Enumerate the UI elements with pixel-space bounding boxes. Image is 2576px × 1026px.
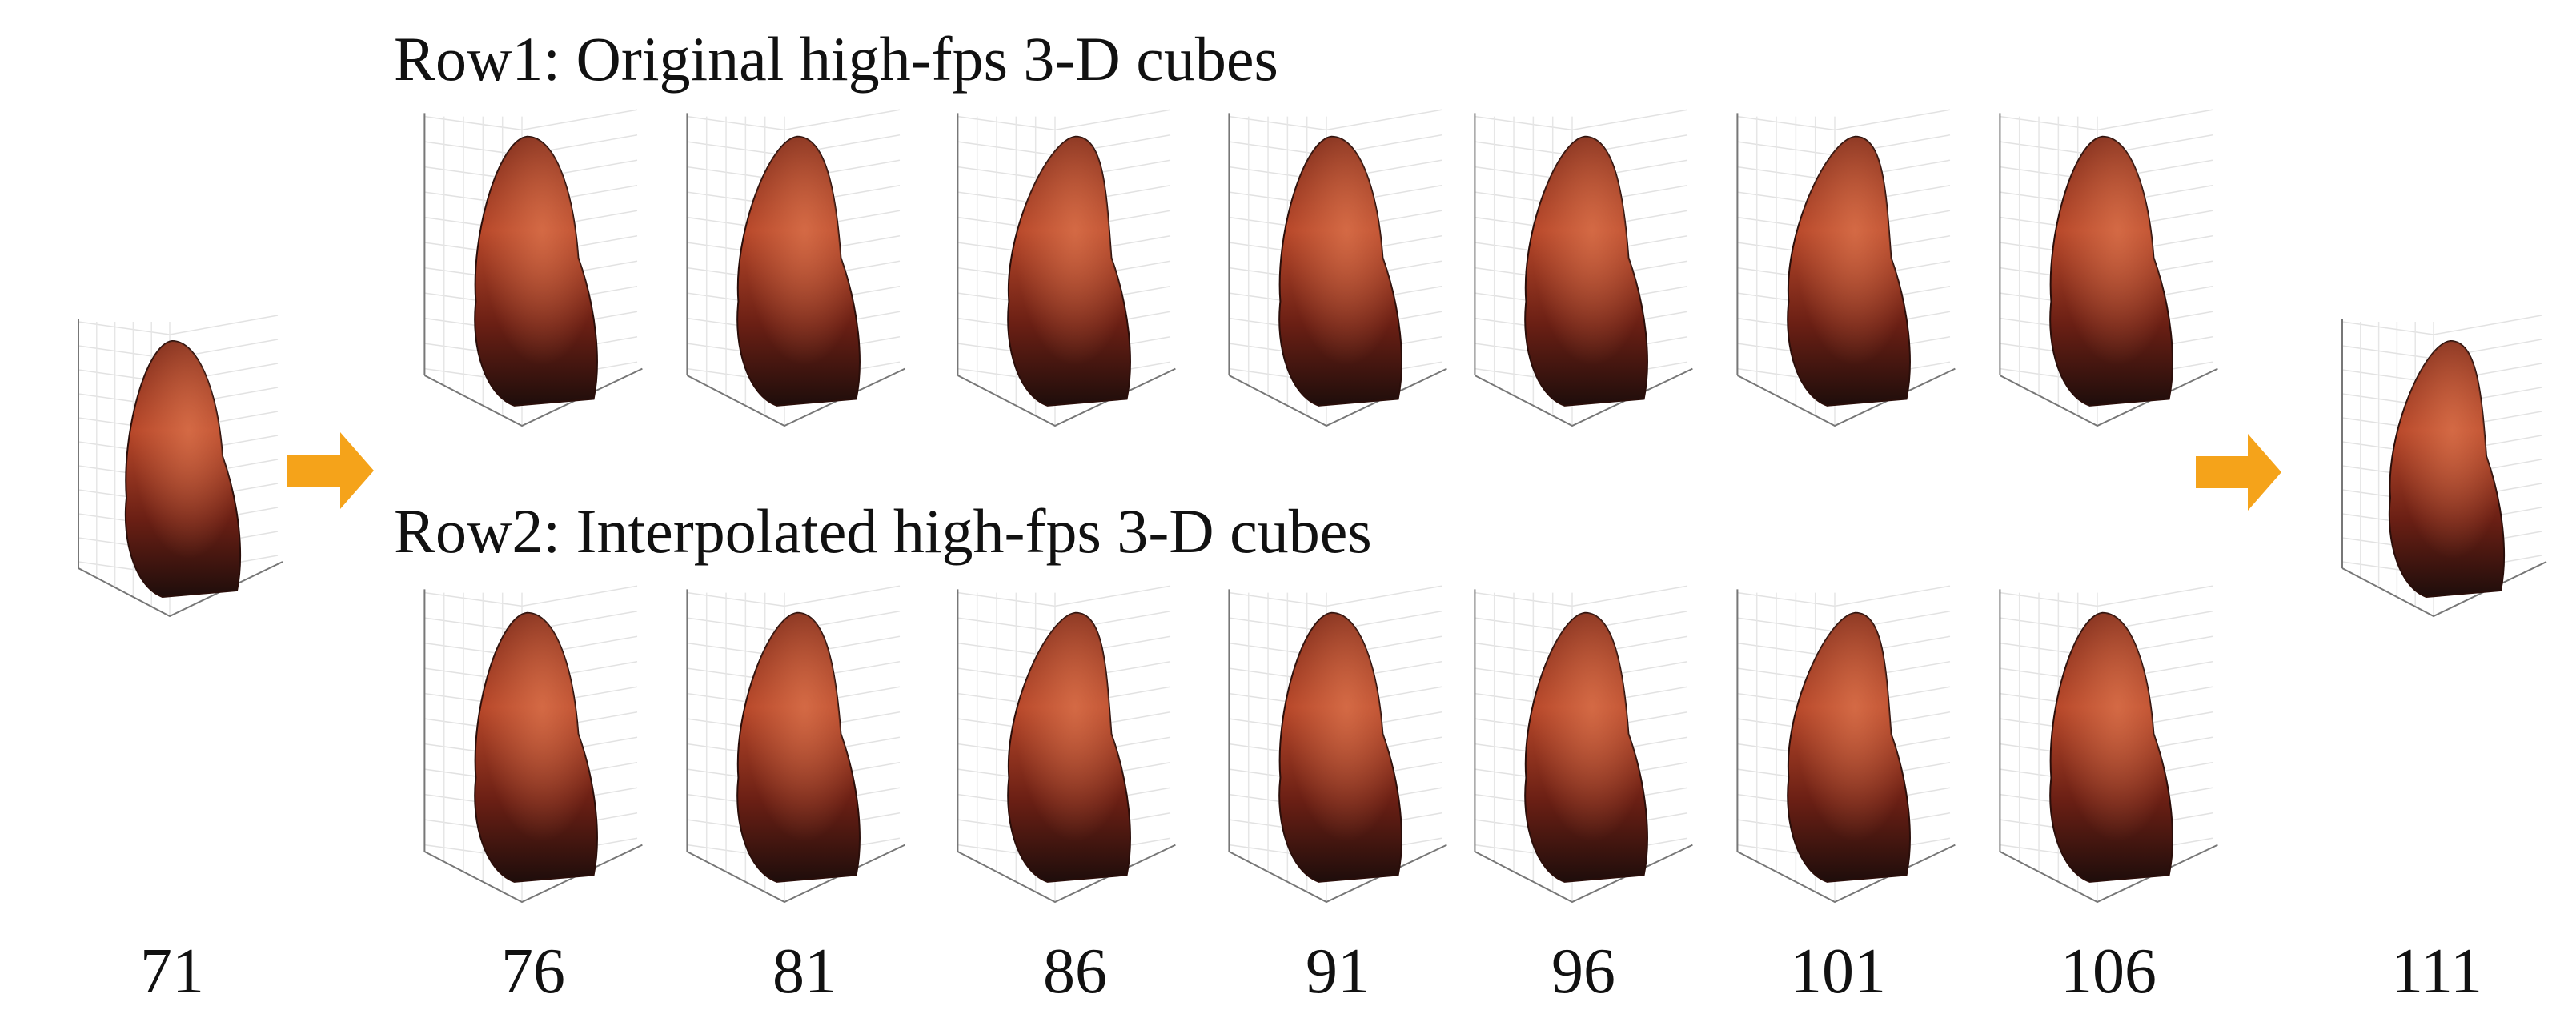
- grid-line: [1475, 109, 1688, 131]
- grid-line: [957, 585, 1171, 607]
- axis-line: [1228, 844, 1447, 904]
- arrow: [2196, 434, 2281, 511]
- axis-line: [686, 367, 905, 427]
- axis-line: [1999, 844, 2218, 904]
- axis-line: [2341, 561, 2547, 618]
- cube-plot: [1736, 585, 1956, 904]
- grid-line: [1737, 585, 1951, 607]
- tongue-highlight: [475, 136, 597, 406]
- frame-label: 81: [772, 936, 837, 1007]
- cube-plot: [2341, 315, 2547, 618]
- cube-plot: [1999, 109, 2218, 427]
- grid-line: [1475, 585, 1688, 607]
- axis-line: [78, 561, 283, 618]
- grid-line: [1229, 109, 1442, 131]
- grid-line: [424, 109, 638, 131]
- grid-line: [78, 315, 279, 335]
- tongue-highlight: [737, 612, 860, 882]
- grid-line: [2000, 109, 2213, 131]
- row2-title: Row2: Interpolated high-fps 3-D cubes: [394, 496, 1372, 566]
- tongue-highlight: [737, 136, 860, 406]
- axis-line: [1999, 367, 2218, 427]
- tongue-highlight: [1279, 136, 1402, 406]
- frame-label: 86: [1043, 936, 1107, 1007]
- grid-line: [2341, 315, 2542, 335]
- frame-label: 101: [1790, 936, 1886, 1007]
- tongue-highlight: [475, 612, 597, 882]
- axis-line: [1736, 844, 1956, 904]
- axis-line: [423, 367, 643, 427]
- tongue-highlight: [1788, 136, 1910, 406]
- frame-label: 111: [2391, 936, 2482, 1007]
- grid-line: [2000, 585, 2213, 607]
- frame-label: 76: [501, 936, 565, 1007]
- grid-line: [687, 109, 901, 131]
- grid-line: [1229, 585, 1442, 607]
- cube-plot: [1228, 585, 1447, 904]
- tongue-highlight: [1525, 612, 1647, 882]
- tongue-highlight: [1008, 136, 1130, 406]
- cube-plot: [1474, 585, 1693, 904]
- grid-line: [687, 585, 901, 607]
- cube-plot: [957, 585, 1176, 904]
- cube-plot: [78, 315, 283, 618]
- grid-line: [957, 109, 1171, 131]
- axis-line: [1474, 367, 1693, 427]
- cube-plot: [1999, 585, 2218, 904]
- axis-line: [957, 844, 1176, 904]
- cube-plot: [686, 585, 905, 904]
- tongue-highlight: [1525, 136, 1647, 406]
- cube-plot: [423, 585, 643, 904]
- row1-title: Row1: Original high-fps 3-D cubes: [394, 24, 1278, 94]
- axis-line: [1474, 844, 1693, 904]
- cube-plot: [1736, 109, 1956, 427]
- frame-label: 106: [2060, 936, 2157, 1007]
- grid-line: [424, 585, 638, 607]
- frame-labels: 71 76 81 86 91 96 101 106 111: [140, 936, 2482, 1007]
- tongue-highlight: [2050, 612, 2173, 882]
- cube-plot: [686, 109, 905, 427]
- axis-line: [423, 844, 643, 904]
- frame-label: 91: [1306, 936, 1370, 1007]
- arrow: [287, 432, 374, 509]
- tongue-highlight: [2050, 136, 2173, 406]
- cube-plot: [1228, 109, 1447, 427]
- tongue-highlight: [1008, 612, 1130, 882]
- axis-line: [957, 367, 1176, 427]
- frame-label: 71: [140, 936, 204, 1007]
- axis-line: [686, 844, 905, 904]
- tongue-highlight: [1279, 612, 1402, 882]
- axis-line: [1228, 367, 1447, 427]
- cube-plot: [423, 109, 643, 427]
- frame-label: 96: [1551, 936, 1615, 1007]
- axis-line: [1736, 367, 1956, 427]
- cube-plot: [1474, 109, 1693, 427]
- tongue-highlight: [2389, 341, 2505, 597]
- tongue-highlight: [125, 341, 241, 597]
- tongue-highlight: [1788, 612, 1910, 882]
- cube-plot: [957, 109, 1176, 427]
- grid-line: [1737, 109, 1951, 131]
